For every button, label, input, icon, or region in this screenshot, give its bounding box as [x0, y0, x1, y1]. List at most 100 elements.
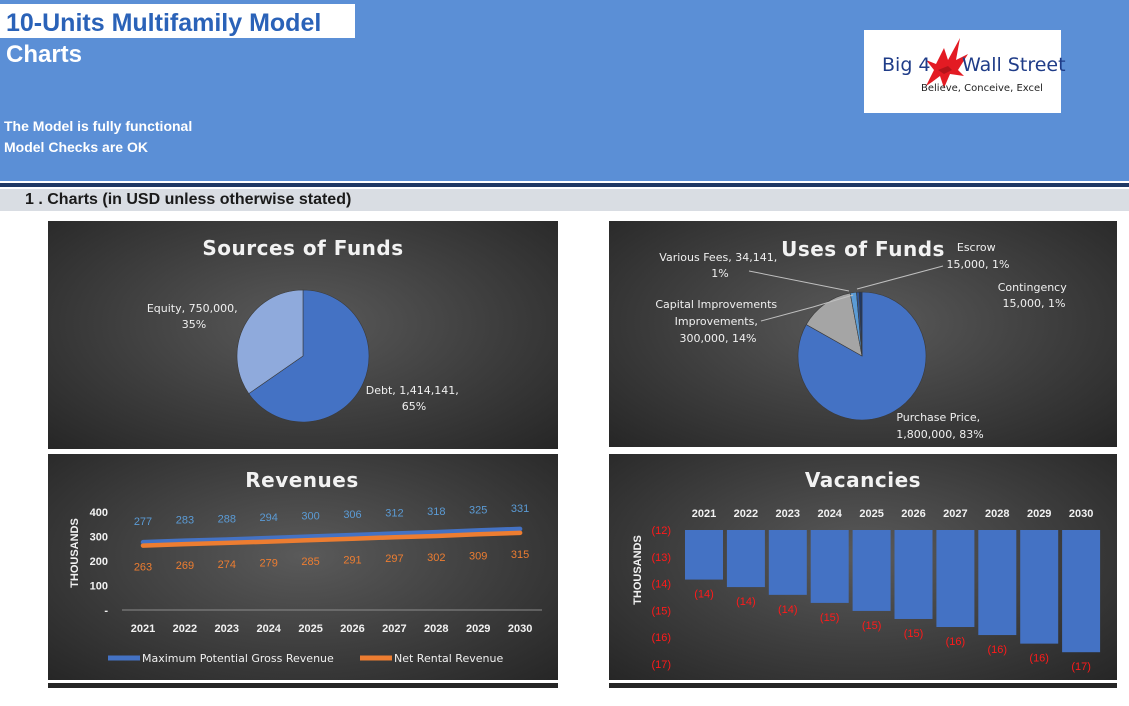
- vacancies-data-label: (14): [736, 596, 756, 608]
- revenues-data-label: 315: [511, 549, 529, 561]
- status-checks: Model Checks are OK: [4, 139, 148, 155]
- revenues-data-label: 309: [469, 550, 487, 562]
- sheet-subtitle: Charts: [6, 41, 83, 68]
- vacancies-bar-2026: [894, 530, 933, 619]
- revenues-x-tick: 2029: [466, 623, 490, 635]
- revenues-x-tick: 2021: [131, 623, 155, 635]
- legend-label-gross: Maximum Potential Gross Revenue: [142, 652, 334, 665]
- vacancies-bar-2024: [810, 530, 849, 603]
- revenues-data-label: 297: [385, 553, 403, 565]
- revenues-y-tick: 300: [90, 532, 108, 544]
- vacancies-y-tick: (15): [651, 605, 671, 617]
- vacancies-y-tick: (13): [651, 552, 671, 564]
- bottom-border-right: [609, 683, 1117, 688]
- title-box: 10-Units Multifamily Model: [0, 4, 355, 38]
- pie-slice-purchase-price: [797, 291, 927, 421]
- revenues-data-label: 291: [343, 555, 361, 567]
- uses-of-funds-chart: Uses of Funds Various Fees, 34,141, 1% E…: [609, 221, 1117, 447]
- revenues-data-label: 279: [260, 558, 278, 570]
- sources-chart-svg: Sources of Funds Equity, 750,000, 35% De…: [147, 236, 463, 423]
- vacancies-y-tick: (14): [651, 579, 671, 591]
- vacancies-data-label: (16): [1029, 653, 1049, 665]
- vacancies-data-label: (17): [1071, 661, 1091, 673]
- uses-label-fees: Various Fees, 34,141, 1%: [659, 251, 780, 280]
- revenues-data-label: 283: [176, 515, 194, 527]
- revenues-data-label: 274: [218, 559, 236, 571]
- revenues-data-label: 318: [427, 506, 445, 518]
- revenues-data-label: 285: [301, 556, 319, 568]
- leader-line-capex: [760, 294, 854, 322]
- status-functional: The Model is fully functional: [4, 118, 193, 134]
- model-title: 10-Units Multifamily Model: [6, 9, 322, 37]
- vacancies-y-ticks: (12) (13) (14) (15) (16) (17): [651, 525, 671, 671]
- revenues-legend: Maximum Potential Gross Revenue Net Rent…: [108, 652, 503, 665]
- vacancies-bar-2030: [1062, 530, 1101, 653]
- section-divider: [0, 183, 1129, 187]
- vacancies-bar-2027: [936, 530, 975, 628]
- uses-label-purchase: Purchase Price, 1,800,000, 83%: [896, 411, 983, 441]
- logo-tagline: Believe, Conceive, Excel: [921, 83, 1043, 94]
- revenues-data-labels: 277 283 288 294 300 306 312 318 325 331 263 269 274 2…: [134, 503, 529, 574]
- revenues-y-tick: 400: [90, 507, 108, 519]
- vacancies-y-tick: (17): [651, 659, 671, 671]
- revenues-data-label: 277: [134, 516, 152, 528]
- eagle-icon: [926, 38, 968, 88]
- pie-slice-capital-improvements: [805, 292, 863, 357]
- revenues-data-label: 306: [343, 509, 361, 521]
- revenues-x-ticks: 2021 2022 2023 2024 2025 2026 2027 2028 2029 2030: [131, 623, 533, 635]
- revenues-series-line-maximum-potential-gross-revenue: [140, 526, 523, 545]
- revenues-data-label: 312: [385, 508, 403, 520]
- vacancies-y-axis-label: THOUSANDS: [632, 535, 644, 605]
- sources-label-debt: Debt, 1,414,141, 65%: [366, 384, 463, 413]
- logo-brand-left: Big 4: [882, 54, 931, 76]
- vacancies-x-tick: 2024: [817, 508, 842, 520]
- revenues-chart: Revenues THOUSANDS -100 200 300 400 2021 202…: [48, 454, 558, 680]
- pie-slice-debt: [248, 289, 370, 423]
- leader-line-fees: [748, 270, 850, 292]
- revenues-y-tick: 200: [90, 556, 108, 568]
- revenues-data-label: 302: [427, 552, 445, 564]
- uses-label-escrow: Escrow 15,000, 1%: [947, 241, 1010, 271]
- vacancies-data-label: (16): [946, 636, 966, 648]
- vacancies-x-tick: 2027: [943, 508, 967, 520]
- uses-chart-svg: Uses of Funds Various Fees, 34,141, 1% E…: [655, 237, 1067, 441]
- vacancies-chart: Vacancies THOUSANDS (12) (13) (14) (15) (16)…: [609, 454, 1117, 680]
- pie-slice-contingency: [858, 291, 863, 357]
- sources-title: Sources of Funds: [202, 236, 403, 260]
- vacancies-chart-svg: Vacancies THOUSANDS (12) (13) (14) (15) (16)…: [632, 468, 1101, 673]
- bottom-border-left: [48, 683, 558, 688]
- vacancies-bar-2029: [1020, 530, 1059, 644]
- revenues-x-tick: 2022: [173, 623, 197, 635]
- vacancies-data-label: (14): [778, 604, 798, 616]
- vacancies-bar-2022: [726, 530, 765, 588]
- revenues-data-label: 331: [511, 503, 529, 515]
- revenues-x-tick: 2030: [508, 623, 532, 635]
- vacancies-bar-2025: [852, 530, 891, 611]
- logo-brand-right: Wall Street: [962, 54, 1066, 76]
- revenues-y-axis-label: THOUSANDS: [69, 518, 81, 588]
- uses-title: Uses of Funds: [781, 237, 945, 261]
- revenues-data-label: 325: [469, 504, 487, 516]
- revenues-data-label: 288: [218, 513, 236, 525]
- revenues-x-tick: 2025: [298, 623, 322, 635]
- section-title: 1 . Charts (in USD unless otherwise stat…: [25, 191, 352, 208]
- vacancies-x-tick: 2021: [692, 508, 716, 520]
- company-logo: Big 4 Wall Street Believe, Conceive, Exc…: [864, 30, 1066, 113]
- revenues-data-label: 269: [176, 560, 194, 572]
- vacancies-x-tick: 2022: [734, 508, 758, 520]
- revenues-title: Revenues: [245, 468, 359, 492]
- revenues-y-ticks: - 100 200 300 400: [90, 507, 109, 617]
- legend-label-net: Net Rental Revenue: [394, 652, 503, 665]
- uses-label-capex: Capital Improvements Improvements, 300,0…: [655, 298, 780, 345]
- revenues-x-tick: 2027: [382, 623, 406, 635]
- vacancies-x-tick: 2028: [985, 508, 1009, 520]
- revenues-data-label: 300: [301, 511, 319, 523]
- vacancies-bar-2021: [685, 530, 723, 580]
- vacancies-y-tick: (12): [651, 525, 671, 537]
- vacancies-x-tick: 2025: [859, 508, 883, 520]
- revenues-x-tick: 2028: [424, 623, 448, 635]
- leader-line-escrow: [856, 265, 944, 290]
- vacancies-bar-2028: [978, 530, 1017, 636]
- vacancies-data-label: (16): [988, 644, 1008, 656]
